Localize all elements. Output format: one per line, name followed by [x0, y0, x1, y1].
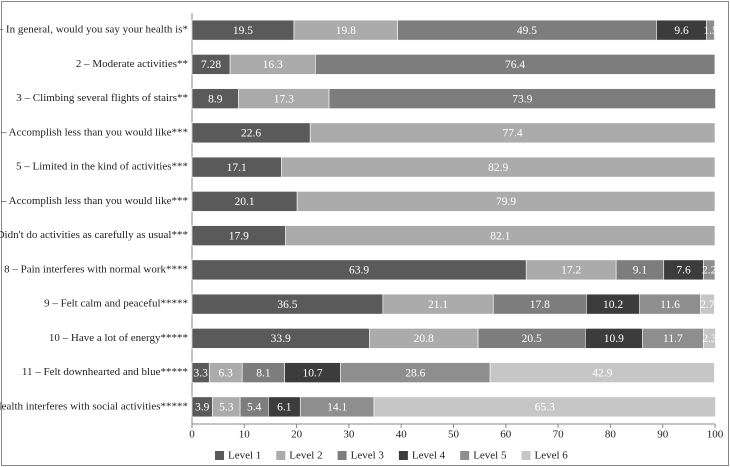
legend-label: Level 1 — [228, 450, 261, 462]
y-tick-label: 7 – Didn't do activities as carefully as… — [0, 229, 188, 241]
value-label: 5.3 — [219, 402, 234, 414]
y-tick-label: 5 – Limited in the kind of activities*** — [16, 161, 188, 173]
value-label: 7.28 — [201, 59, 221, 71]
x-tick-label: 30 — [343, 429, 355, 441]
value-label: 8.1 — [256, 367, 271, 379]
bar-segment — [281, 156, 716, 178]
bar-segment — [700, 293, 715, 315]
value-label: 9.6 — [674, 25, 689, 37]
legend-label: Level 5 — [473, 450, 507, 462]
bar-segment — [296, 191, 716, 212]
value-label: 10.7 — [302, 367, 322, 379]
value-label: 28.6 — [405, 367, 425, 379]
bar-segment — [703, 259, 716, 281]
y-tick-label: 4 – Accomplish less than you would like*… — [0, 126, 188, 138]
bar-segment — [328, 88, 716, 109]
y-tick-label: 6 – Accomplish less than you would like*… — [0, 195, 188, 207]
value-label: 10.2 — [603, 299, 623, 311]
y-tick-label: 11 – Felt downhearted and blue***** — [22, 366, 188, 378]
value-label: 7.6 — [676, 265, 691, 277]
value-label: 82.9 — [488, 162, 508, 174]
value-label: 11.6 — [660, 299, 680, 311]
value-label: 6.3 — [219, 367, 234, 379]
value-label: 36.5 — [277, 299, 297, 311]
x-tick-label: 10 — [239, 429, 251, 441]
y-tick-label: 9 – Felt calm and peaceful***** — [44, 298, 188, 310]
value-label: 42.9 — [592, 367, 612, 379]
value-label: 3.9 — [195, 402, 210, 414]
value-label: 17.9 — [229, 230, 249, 242]
value-label: 9.1 — [633, 265, 648, 277]
value-label: 10.9 — [604, 333, 624, 345]
bar-segment — [703, 328, 716, 349]
value-label: 11.7 — [663, 333, 683, 345]
legend-label: Level 3 — [351, 450, 385, 462]
legend-swatch — [276, 451, 286, 460]
value-label: 79.9 — [496, 196, 516, 208]
bar-segment — [309, 122, 716, 144]
legend-swatch — [398, 451, 408, 460]
value-label: 73.9 — [512, 93, 532, 105]
x-tick-label: 20 — [291, 429, 303, 441]
y-tick-label: 10 – Have a lot of energy***** — [49, 332, 188, 344]
legend-label: Level 2 — [289, 450, 322, 462]
value-label: 3.3 — [193, 367, 208, 379]
value-label: 65.3 — [535, 402, 555, 414]
y-tick-label: 1 – In general, would you say your healt… — [0, 24, 188, 36]
value-label: 21.1 — [428, 299, 448, 311]
bar-segment — [706, 19, 715, 41]
x-tick-label: 50 — [448, 429, 460, 441]
value-label: 17.8 — [530, 299, 550, 311]
value-label: 76.4 — [505, 59, 525, 71]
legend-label: Level 4 — [412, 450, 446, 462]
value-label: 2.2 — [702, 265, 717, 277]
value-label: 5.4 — [247, 402, 262, 414]
value-label: 17.3 — [274, 93, 294, 105]
x-tick-label: 70 — [553, 429, 565, 441]
legend-swatch — [337, 451, 347, 460]
value-label: 49.5 — [517, 25, 537, 37]
bar-segment — [285, 225, 716, 246]
value-label: 19.8 — [336, 25, 356, 37]
value-label: 17.1 — [227, 162, 247, 174]
y-tick-label: 12 – Health interferes with social activ… — [0, 400, 188, 412]
value-label: 77.4 — [503, 128, 523, 140]
value-label: 14.1 — [327, 402, 347, 414]
value-label: 2.7 — [700, 299, 715, 311]
y-tick-label: 3 – Climbing several flights of stairs** — [16, 92, 188, 104]
y-tick-label: 2 – Moderate activities** — [76, 58, 188, 70]
value-label: 33.9 — [271, 333, 291, 345]
legend-label: Level 6 — [534, 450, 568, 462]
value-label: 2.3 — [702, 333, 717, 345]
legend-swatch — [215, 451, 224, 460]
value-label: 63.9 — [349, 265, 369, 277]
x-tick-label: 80 — [605, 429, 617, 441]
value-label: 22.6 — [241, 128, 261, 140]
value-label: 16.3 — [263, 59, 283, 71]
value-label: 20.1 — [234, 196, 254, 208]
value-label: 20.5 — [522, 333, 542, 345]
x-tick-label: 90 — [657, 429, 669, 441]
x-tick-label: 100 — [707, 429, 724, 441]
value-label: 19.5 — [233, 25, 253, 37]
bar-segment — [489, 362, 715, 383]
bar-segment — [373, 396, 716, 418]
value-label: 82.1 — [490, 230, 510, 242]
value-label: 1.5 — [703, 25, 718, 37]
x-tick-label: 60 — [500, 429, 512, 441]
legend-swatch — [521, 451, 531, 460]
value-label: 8.9 — [208, 93, 223, 105]
x-tick-label: 40 — [396, 429, 408, 441]
x-tick-label: 0 — [189, 429, 195, 441]
y-tick-label: 8 – Pain interferes with normal work**** — [4, 263, 188, 275]
value-label: 20.8 — [414, 333, 434, 345]
value-label: 6.1 — [277, 402, 292, 414]
value-label: 17.2 — [561, 265, 581, 277]
bar-segment — [315, 54, 716, 75]
legend-swatch — [460, 451, 470, 460]
